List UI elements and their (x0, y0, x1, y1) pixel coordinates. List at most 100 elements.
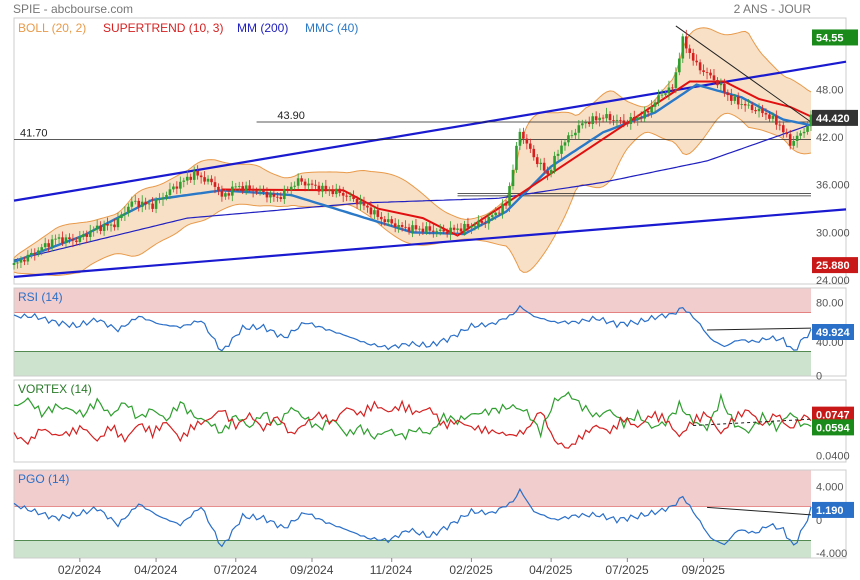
candle-body (359, 200, 362, 205)
candle-body (213, 182, 217, 187)
mm200-line (13, 123, 812, 261)
pgo-panel-badge-0: 1.190 (812, 501, 854, 518)
candle-body (75, 240, 78, 242)
rsi-panel-badge-0: 49.924 (812, 324, 854, 340)
candle-body (12, 263, 16, 265)
candle-body (452, 227, 456, 230)
candle-body (404, 226, 407, 228)
candle-body (775, 115, 778, 125)
vortex-panel-frame (13, 379, 847, 463)
candle-body (535, 157, 539, 165)
candle-body (300, 178, 303, 182)
pgo-panel-title: PGO (14) (18, 472, 69, 486)
candle-body (282, 189, 286, 200)
candle-body (542, 162, 546, 171)
candle-body (674, 72, 678, 88)
candle-body (615, 119, 619, 121)
candle-body (407, 227, 411, 232)
candle-body (736, 96, 740, 105)
price-badge-2-bg (812, 257, 858, 274)
candle-body (768, 114, 771, 119)
candle-body (127, 206, 130, 214)
x-axis-label-5: 02/2025 (449, 563, 493, 577)
candle-body (310, 183, 314, 185)
candle-body (279, 197, 283, 200)
price-badge-1-bg (812, 109, 858, 126)
candle-body (556, 153, 560, 156)
candle-body (563, 142, 567, 146)
candle-body (664, 93, 667, 95)
candle-body (487, 216, 491, 224)
candle-body (574, 132, 577, 136)
candle-body (501, 203, 504, 214)
candle-body (515, 145, 518, 170)
candle-body (425, 226, 428, 232)
candle-body (217, 186, 220, 191)
candle-body (421, 228, 425, 232)
candle-body (168, 189, 172, 196)
candle-body (234, 186, 238, 188)
candle-body (792, 140, 795, 146)
candle-body (494, 212, 497, 216)
vortex-panel-tick-2: 0.0400 (816, 451, 850, 463)
candle-body (490, 215, 494, 217)
candle-body (567, 135, 570, 143)
candle-body (362, 200, 366, 206)
candle-body (95, 225, 99, 230)
candle-body (64, 237, 68, 243)
price-tick-5: 30.000 (816, 227, 850, 239)
candle-body (477, 220, 480, 226)
rsi-panel-zone-1 (14, 351, 811, 376)
candle-body (785, 132, 789, 135)
candle-body (123, 213, 127, 215)
rsi-panel-trendline (707, 327, 812, 331)
candle-body (508, 186, 511, 206)
candle-body (653, 102, 657, 107)
candle-body (324, 185, 328, 190)
candle-body (380, 216, 383, 220)
candle-body (511, 169, 515, 187)
candle-body (709, 72, 712, 76)
price-badge-1-label: 44.420 (816, 113, 850, 125)
price-tick-3: 42.00 (816, 132, 844, 144)
candle-body (688, 48, 692, 53)
candle-body (716, 80, 719, 86)
candle-body (781, 125, 785, 133)
x-axis-label-0: 02/2024 (58, 563, 102, 577)
candle-body (383, 219, 387, 223)
candle-body (307, 183, 310, 186)
candle-body (106, 224, 109, 226)
candle-body (231, 186, 234, 196)
candle-body (140, 201, 144, 208)
candle-body (165, 195, 168, 198)
price-badge-1: 44.420 (812, 109, 858, 126)
candle-body (549, 169, 553, 175)
candle-body (456, 228, 459, 230)
candle-body (643, 110, 646, 119)
candle-body (137, 200, 141, 208)
candle-body (612, 120, 615, 121)
candle-body (473, 225, 477, 227)
candle-body (504, 203, 508, 206)
candle-body (355, 199, 359, 205)
candle-body (619, 119, 622, 121)
candle-body (678, 58, 681, 73)
candle-body (341, 192, 345, 196)
candle-body (203, 177, 206, 182)
rsi-panel-zone-0 (14, 288, 811, 313)
vortex-panel-trendline (693, 418, 812, 427)
candle-body (286, 189, 290, 191)
candle-body (276, 196, 279, 198)
x-axis-label-8: 09/2025 (682, 563, 726, 577)
candle-body (92, 229, 95, 231)
pgo-panel-zone-1 (14, 540, 811, 558)
candle-body (459, 228, 463, 232)
candle-body (626, 123, 629, 125)
candle-body (702, 70, 705, 73)
candle-body (712, 75, 716, 81)
candle-body (636, 117, 640, 120)
x-axis-label-1: 04/2024 (134, 563, 178, 577)
vortex-panel-series-0 (13, 391, 812, 441)
candle-body (258, 189, 262, 192)
